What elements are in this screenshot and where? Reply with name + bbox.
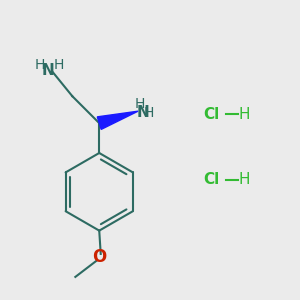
Text: H: H xyxy=(143,106,154,120)
Text: O: O xyxy=(92,248,106,266)
Text: H: H xyxy=(238,172,250,188)
Text: H: H xyxy=(54,58,64,72)
Text: Cl: Cl xyxy=(204,172,220,188)
Text: H: H xyxy=(134,97,145,111)
Text: N: N xyxy=(42,63,55,78)
Text: N: N xyxy=(136,105,149,120)
Text: Cl: Cl xyxy=(204,107,220,122)
Text: H: H xyxy=(34,58,45,72)
Text: H: H xyxy=(238,107,250,122)
Polygon shape xyxy=(97,111,138,129)
